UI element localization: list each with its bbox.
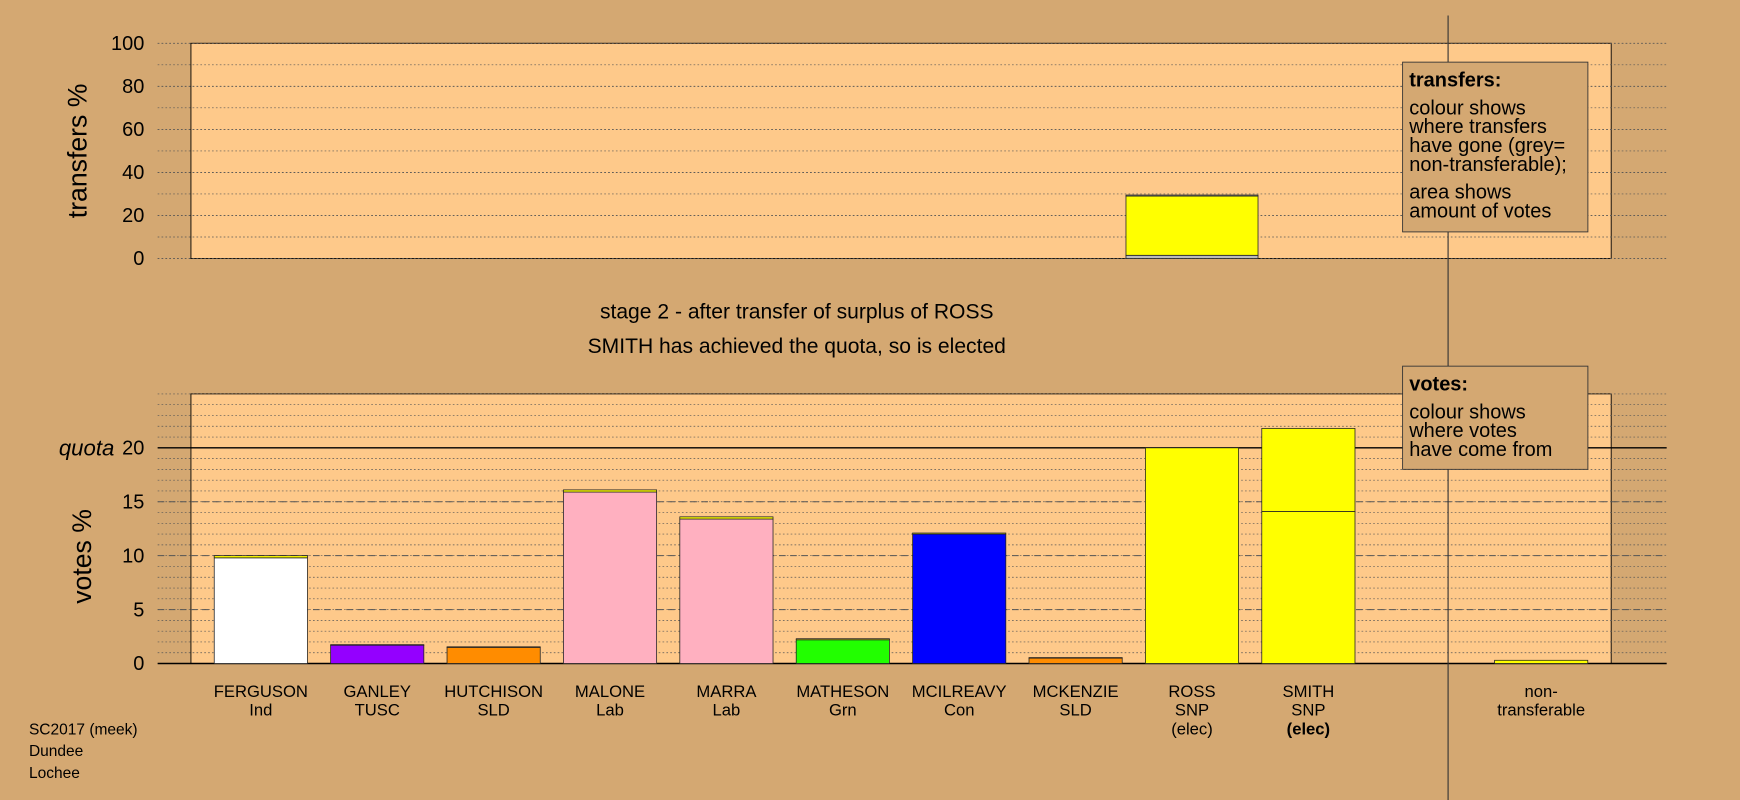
x-tick-label: Lab [713, 701, 741, 720]
x-tick-label: FERGUSON [214, 682, 308, 701]
legend-text: where transfers [1408, 116, 1547, 138]
bar-segment [795, 638, 890, 641]
legend-text: non-transferable); [1409, 154, 1567, 176]
y-tick-label: 40 [122, 162, 144, 184]
x-tick-label: MCKENZIE [1033, 682, 1119, 701]
bar-segment [1125, 194, 1259, 197]
x-tick-label: TUSC [355, 701, 400, 720]
legend-text: have come from [1409, 439, 1552, 461]
bar-segment [330, 644, 425, 646]
bar-segment [213, 555, 308, 559]
bar-segment [446, 646, 541, 664]
heading: stage 2 - after transfer of surplus of R… [600, 300, 994, 323]
legend-box [1402, 365, 1589, 470]
bar-segment [330, 644, 425, 664]
x-tick-label: (elec) [1287, 720, 1330, 739]
x-tick-label: ROSS [1168, 682, 1215, 701]
quota-label: quota [59, 436, 115, 461]
bar-segment [795, 639, 890, 664]
bar-segment [213, 557, 308, 664]
y-tick-label: 60 [122, 119, 144, 141]
footer-text: SC2017 (meek) [29, 722, 138, 739]
x-tick-label: non- [1525, 682, 1558, 701]
x-tick-label: SNP [1291, 701, 1325, 720]
bar-segment [1125, 195, 1259, 256]
bar-segment [1261, 428, 1356, 512]
y-tick-label: 100 [111, 33, 144, 55]
bar-segment [1028, 657, 1123, 664]
x-tick-label: transferable [1497, 701, 1585, 720]
x-tick-label: MALONE [575, 682, 645, 701]
bar-segment [446, 646, 541, 648]
bar-segment [1125, 254, 1259, 259]
bar-segment [912, 533, 1007, 664]
bar-segment [1261, 511, 1356, 664]
legend-heading: transfers: [1409, 70, 1501, 92]
x-tick-label: Ind [249, 701, 272, 720]
x-tick-label: SMITH [1283, 682, 1335, 701]
x-tick-label: Lab [596, 701, 624, 720]
y-tick-label: 80 [122, 76, 144, 98]
x-tick-label: (elec) [1171, 720, 1213, 739]
y-tick-label: 5 [133, 599, 144, 621]
bar-segment [1028, 657, 1123, 659]
x-tick-label: MARRA [696, 682, 757, 701]
bar-segment [679, 518, 774, 664]
bar-segment [1145, 447, 1239, 664]
x-tick-label: SLD [1059, 701, 1091, 720]
plot-area [190, 393, 1612, 664]
x-tick-label: Con [944, 701, 975, 720]
legend-text: amount of votes [1409, 200, 1551, 222]
x-tick-label: SLD [477, 701, 509, 720]
legend-text: colour shows [1409, 97, 1526, 119]
legend-text: area shows [1409, 182, 1511, 204]
y-tick-label: 0 [133, 248, 144, 270]
legend-text: colour shows [1409, 401, 1526, 423]
bar-segment [912, 532, 1007, 535]
legend-text: have gone (grey= [1409, 135, 1565, 157]
bar-segment [563, 491, 658, 664]
footer-text: Dundee [29, 743, 83, 760]
bar-segment [1494, 659, 1589, 664]
x-tick-label: SNP [1175, 701, 1209, 720]
legend-text: where votes [1408, 420, 1517, 442]
x-tick-label: MATHESON [796, 682, 889, 701]
y-tick-label: 0 [133, 653, 144, 675]
bar-segment [679, 516, 774, 520]
footer-text: Lochee [29, 765, 80, 782]
y-tick-label: 10 [122, 545, 144, 567]
y-axis-label: transfers % [63, 84, 93, 219]
bar-segment [563, 489, 658, 493]
x-tick-label: MCILREAVY [912, 682, 1007, 701]
heading: SMITH has achieved the quota, so is elec… [588, 335, 1006, 358]
y-tick-label: 20 [122, 205, 144, 227]
x-tick-label: Grn [829, 701, 857, 720]
y-tick-label: 15 [122, 491, 144, 513]
legend-box [1402, 61, 1589, 233]
y-axis-label: votes % [67, 509, 97, 604]
x-tick-label: HUTCHISON [444, 682, 543, 701]
legend-heading: votes: [1409, 374, 1468, 396]
x-tick-label: GANLEY [344, 682, 411, 701]
y-tick-label: 20 [122, 437, 144, 459]
